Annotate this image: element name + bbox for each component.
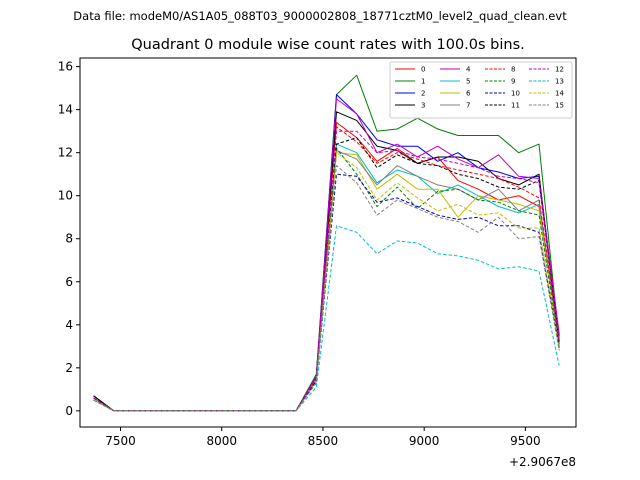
y-tick-label: 4: [65, 318, 73, 332]
series-line-5: [93, 143, 560, 412]
plot-frame: [79, 57, 577, 428]
y-tick-label: 2: [65, 361, 73, 375]
y-tick-label: 6: [65, 275, 73, 289]
legend-label-4: 4: [466, 66, 471, 74]
legend-label-6: 6: [466, 90, 471, 98]
x-tick-label: 7500: [105, 434, 136, 448]
x-tick-label: 8000: [206, 434, 237, 448]
series-line-11: [93, 137, 560, 412]
legend-label-3: 3: [421, 102, 425, 110]
y-tick-label: 10: [58, 189, 73, 203]
y-tick-label: 0: [65, 404, 73, 418]
series-line-12: [93, 130, 560, 412]
legend-label-5: 5: [466, 78, 470, 86]
legend-label-8: 8: [511, 66, 515, 74]
legend-label-7: 7: [466, 102, 470, 110]
y-tick-label: 14: [58, 103, 73, 117]
legend-label-1: 1: [421, 78, 425, 86]
x-offset-label: +2.9067e8: [509, 455, 576, 469]
legend-label-11: 11: [511, 102, 520, 110]
y-tick-label: 8: [65, 232, 73, 246]
x-axis: 7500 8000 8500 9000 9500: [105, 427, 541, 448]
y-tick-label: 16: [58, 60, 73, 74]
legend-label-14: 14: [555, 90, 564, 98]
legend-label-15: 15: [555, 102, 564, 110]
x-tick-label: 8500: [308, 434, 339, 448]
legend-box: [389, 61, 573, 119]
figure-suptitle: Data file: modeM0/AS1A05_088T03_90000028…: [73, 9, 567, 23]
legend-label-12: 12: [555, 66, 564, 74]
legend-label-13: 13: [555, 78, 564, 86]
y-tick-label: 12: [58, 146, 73, 160]
chart-title: Quadrant 0 module wise count rates with …: [131, 37, 525, 53]
legend-label-10: 10: [511, 90, 520, 98]
legend-label-2: 2: [421, 90, 425, 98]
legend-label-9: 9: [511, 78, 515, 86]
x-tick-label: 9000: [409, 434, 440, 448]
y-axis: 0 2 4 6 8 10 12 14 16: [58, 60, 80, 418]
legend-label-0: 0: [421, 66, 425, 74]
series-line-10: [93, 173, 560, 412]
series-layer: [93, 74, 560, 412]
series-line-15: [93, 165, 560, 412]
x-tick-label: 9500: [510, 434, 541, 448]
